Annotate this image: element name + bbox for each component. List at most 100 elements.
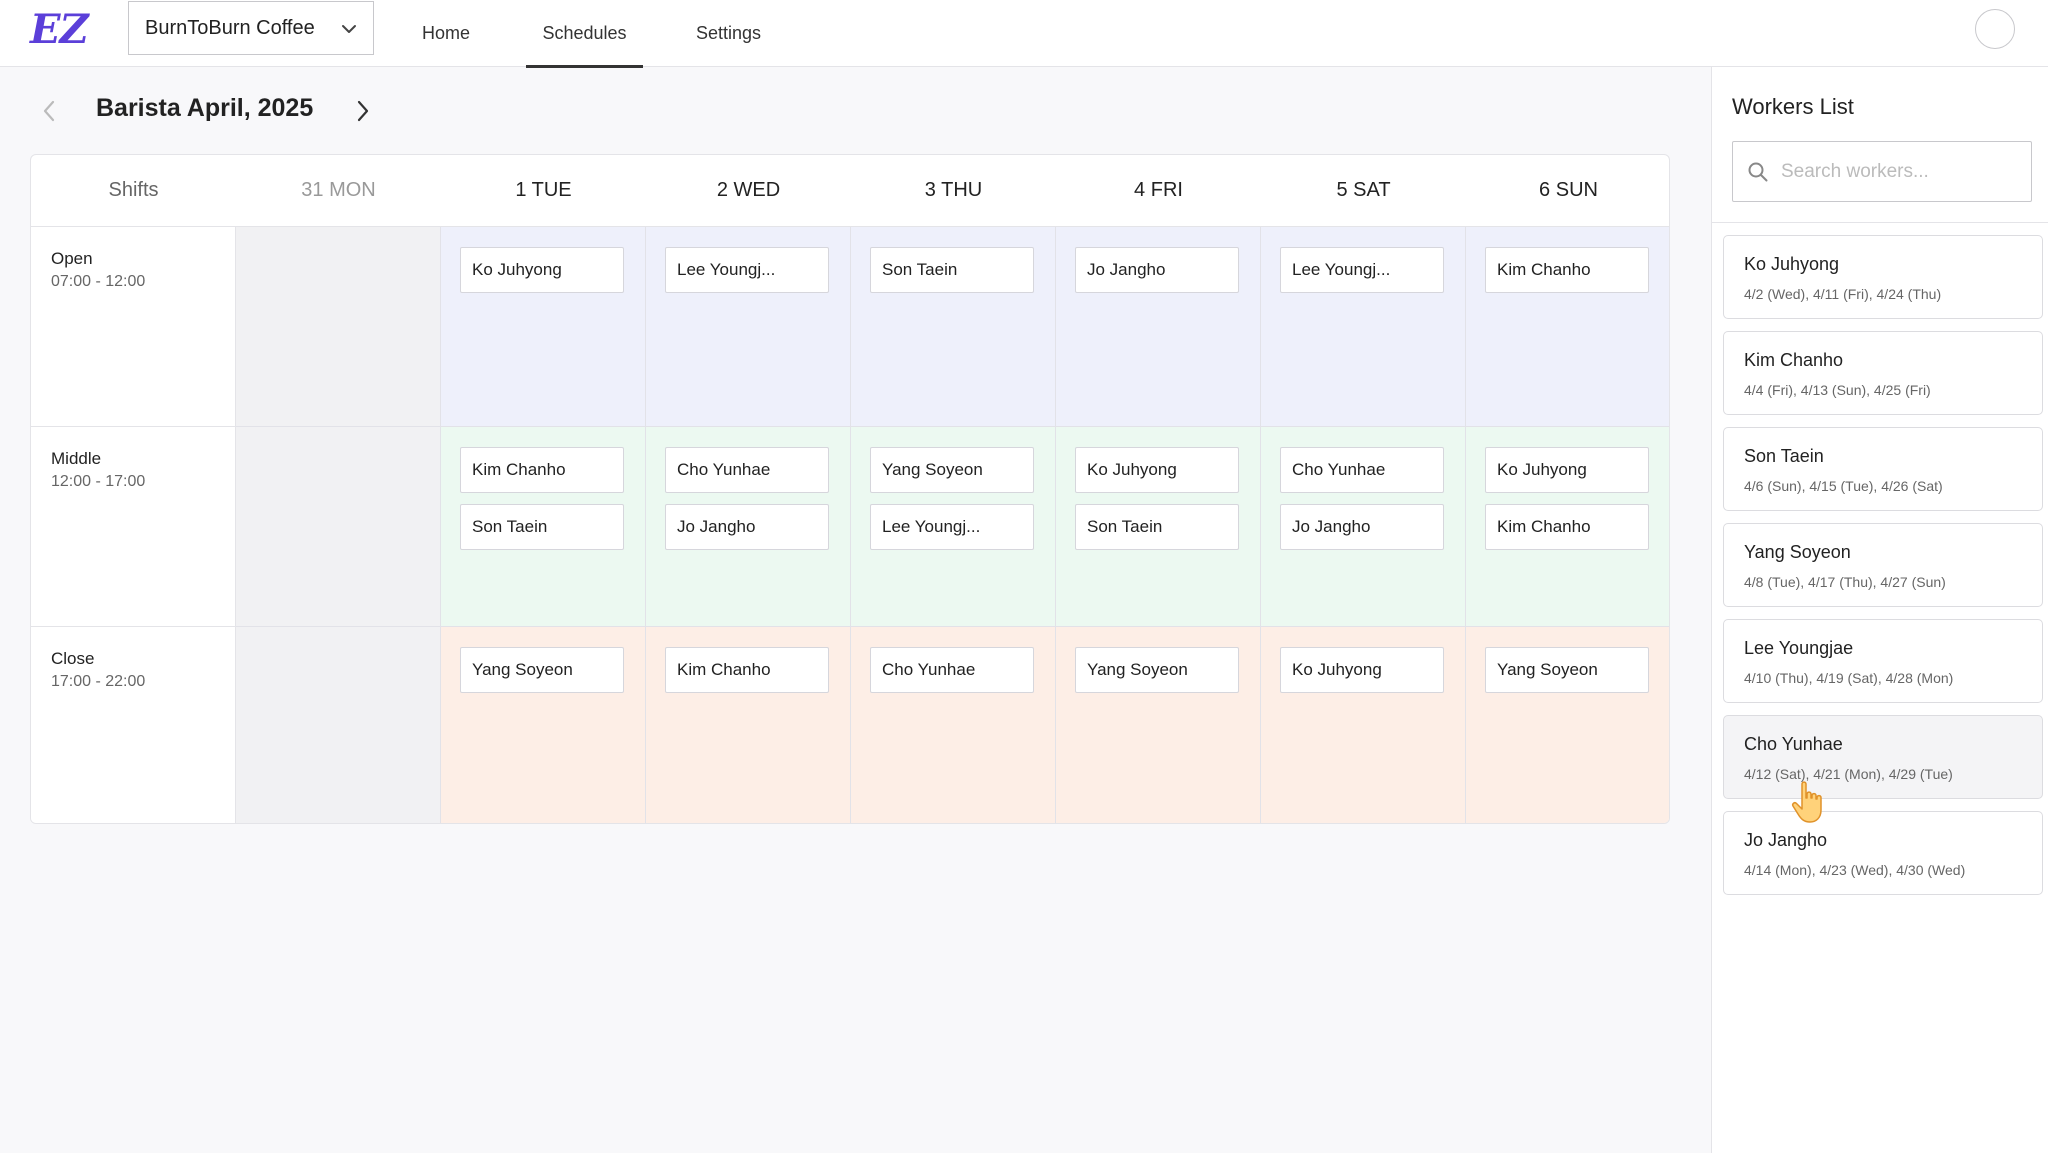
assigned-worker-chip[interactable]: Son Taein: [460, 504, 624, 550]
schedule-cell[interactable]: Yang Soyeon: [1056, 627, 1261, 823]
worker-name: Kim Chanho: [1744, 350, 1844, 370]
user-avatar[interactable]: [1975, 9, 2015, 49]
assigned-worker-chip[interactable]: Kim Chanho: [460, 447, 624, 493]
assigned-worker-chip[interactable]: Yang Soyeon: [870, 447, 1034, 493]
app-logo[interactable]: EZ: [30, 6, 89, 53]
worker-dates: 4/8 (Tue), 4/17 (Thu), 4/27 (Sun): [1744, 574, 1946, 590]
schedule-cell[interactable]: Kim Chanho: [1466, 227, 1669, 427]
worker-name: Yang Soyeon: [1744, 542, 1851, 562]
shift-name: Close: [51, 649, 95, 668]
assigned-worker-chip[interactable]: Son Taein: [1075, 504, 1239, 550]
assigned-worker-chip[interactable]: Jo Jangho: [665, 504, 829, 550]
assigned-worker-chip[interactable]: Lee Youngj...: [665, 247, 829, 293]
shift-name: Middle: [51, 449, 102, 468]
assigned-worker-chip[interactable]: Kim Chanho: [665, 647, 829, 693]
schedule-cell[interactable]: Yang Soyeon: [441, 627, 646, 823]
schedule-table: Shifts 31 MON 1 TUE 2 WED 3 THU 4 FRI 5 …: [30, 154, 1670, 824]
assigned-worker-chip[interactable]: Ko Juhyong: [460, 247, 624, 293]
day-header: 5 SAT: [1336, 179, 1391, 201]
assigned-worker-chip[interactable]: Jo Jangho: [1075, 247, 1239, 293]
worker-search[interactable]: [1732, 141, 2032, 202]
shift-row-label: Middle 12:00 - 17:00: [31, 427, 236, 627]
schedule-cell[interactable]: Kim Chanho Son Taein: [441, 427, 646, 627]
schedule-cell[interactable]: Cho Yunhae Jo Jangho: [646, 427, 851, 627]
worker-card[interactable]: Son Taein 4/6 (Sun), 4/15 (Tue), 4/26 (Sa…: [1723, 427, 2043, 511]
worker-dates: 4/10 (Thu), 4/19 (Sat), 4/28 (Mon): [1744, 670, 1954, 686]
assigned-worker-chip[interactable]: Son Taein: [870, 247, 1034, 293]
schedule-cell[interactable]: [236, 627, 441, 823]
schedule-cell[interactable]: Ko Juhyong Kim Chanho: [1466, 427, 1669, 627]
worker-dates: 4/12 (Sat), 4/21 (Mon), 4/29 (Tue): [1744, 766, 1953, 782]
worker-card[interactable]: Kim Chanho 4/4 (Fri), 4/13 (Sun), 4/25 (F…: [1723, 331, 2043, 415]
schedule-cell[interactable]: Ko Juhyong Son Taein: [1056, 427, 1261, 627]
worker-name: Lee Youngjae: [1744, 638, 1854, 658]
schedule-cell[interactable]: Lee Youngj...: [1261, 227, 1466, 427]
day-header: 6 SUN: [1539, 179, 1598, 201]
schedule-cell[interactable]: Kim Chanho: [646, 627, 851, 823]
assigned-worker-chip[interactable]: Ko Juhyong: [1075, 447, 1239, 493]
header-divider: [31, 226, 1669, 227]
shift-row-label: Close 17:00 - 22:00: [31, 627, 236, 823]
worker-card[interactable]: Jo Jangho 4/14 (Mon), 4/23 (Wed), 4/30 (W…: [1723, 811, 2043, 895]
worker-dates: 4/4 (Fri), 4/13 (Sun), 4/25 (Fri): [1744, 382, 1931, 398]
day-header: 31 MON: [301, 179, 376, 201]
chevron-right-icon[interactable]: [352, 98, 374, 124]
assigned-worker-chip[interactable]: Yang Soyeon: [460, 647, 624, 693]
worker-card[interactable]: Yang Soyeon 4/8 (Tue), 4/17 (Thu), 4/27 (…: [1723, 523, 2043, 607]
nav-schedules[interactable]: Schedules: [526, 0, 643, 68]
schedule-cell[interactable]: Lee Youngj...: [646, 227, 851, 427]
assigned-worker-chip[interactable]: Cho Yunhae: [665, 447, 829, 493]
workers-list-title: Workers List: [1732, 94, 1854, 119]
assigned-worker-chip[interactable]: Ko Juhyong: [1280, 647, 1444, 693]
assigned-worker-chip[interactable]: Cho Yunhae: [1280, 447, 1444, 493]
schedule-cell[interactable]: Cho Yunhae Jo Jangho: [1261, 427, 1466, 627]
assigned-worker-chip[interactable]: Lee Youngj...: [1280, 247, 1444, 293]
worker-card[interactable]: Cho Yunhae 4/12 (Sat), 4/21 (Mon), 4/29 (…: [1723, 715, 2043, 799]
shift-row-label: Open 07:00 - 12:00: [31, 227, 236, 427]
schedule-cell[interactable]: Yang Soyeon Lee Youngj...: [851, 427, 1056, 627]
workers-sidebar: Workers List Ko Juhyong 4/2 (Wed), 4/11 (…: [1711, 67, 2048, 1153]
assigned-worker-chip[interactable]: Cho Yunhae: [870, 647, 1034, 693]
worker-name: Cho Yunhae: [1744, 734, 1843, 754]
worker-dates: 4/6 (Sun), 4/15 (Tue), 4/26 (Sat): [1744, 478, 1943, 494]
schedule-cell[interactable]: Cho Yunhae: [851, 627, 1056, 823]
worker-card[interactable]: Lee Youngjae 4/10 (Thu), 4/19 (Sat), 4/28…: [1723, 619, 2043, 703]
worker-name: Jo Jangho: [1744, 830, 1828, 850]
chevron-down-icon: [342, 25, 356, 33]
day-header: 1 TUE: [515, 179, 572, 201]
schedule-cell[interactable]: Jo Jangho: [1056, 227, 1261, 427]
day-header: 3 THU: [924, 179, 983, 201]
assigned-worker-chip[interactable]: Kim Chanho: [1485, 247, 1649, 293]
schedule-cell[interactable]: Yang Soyeon: [1466, 627, 1669, 823]
day-header: 4 FRI: [1134, 179, 1183, 201]
schedule-cell[interactable]: Ko Juhyong: [1261, 627, 1466, 823]
store-selector[interactable]: BurnToBurn Coffee: [128, 1, 374, 55]
shifts-header: Shifts: [108, 179, 159, 201]
worker-name: Son Taein: [1744, 446, 1824, 466]
page-title: Barista April, 2025: [96, 94, 314, 122]
schedule-cell[interactable]: [236, 227, 441, 427]
schedule-cell[interactable]: Son Taein: [851, 227, 1056, 427]
assigned-worker-chip[interactable]: Yang Soyeon: [1485, 647, 1649, 693]
chevron-left-icon[interactable]: [38, 98, 60, 124]
assigned-worker-chip[interactable]: Yang Soyeon: [1075, 647, 1239, 693]
sidebar-divider: [1712, 222, 2048, 223]
search-workers-input[interactable]: [1781, 154, 2021, 190]
assigned-worker-chip[interactable]: Ko Juhyong: [1485, 447, 1649, 493]
hand-pointer-icon: [1791, 781, 1822, 823]
nav-settings[interactable]: Settings: [696, 23, 762, 43]
shift-time: 17:00 - 22:00: [51, 673, 146, 690]
schedule-cell[interactable]: Ko Juhyong: [441, 227, 646, 427]
shift-name: Open: [51, 249, 93, 268]
shift-time: 07:00 - 12:00: [51, 273, 146, 290]
worker-dates: 4/14 (Mon), 4/23 (Wed), 4/30 (Wed): [1744, 862, 1966, 878]
assigned-worker-chip[interactable]: Lee Youngj...: [870, 504, 1034, 550]
worker-card[interactable]: Ko Juhyong 4/2 (Wed), 4/11 (Fri), 4/24 (T…: [1723, 235, 2043, 319]
assigned-worker-chip[interactable]: Kim Chanho: [1485, 504, 1649, 550]
day-header: 2 WED: [716, 179, 781, 201]
schedule-cell[interactable]: [236, 427, 441, 627]
top-bar: EZ BurnToBurn Coffee Home Schedules Sett…: [0, 0, 2048, 68]
worker-dates: 4/2 (Wed), 4/11 (Fri), 4/24 (Thu): [1744, 286, 1942, 302]
nav-home[interactable]: Home: [422, 23, 471, 43]
assigned-worker-chip[interactable]: Jo Jangho: [1280, 504, 1444, 550]
